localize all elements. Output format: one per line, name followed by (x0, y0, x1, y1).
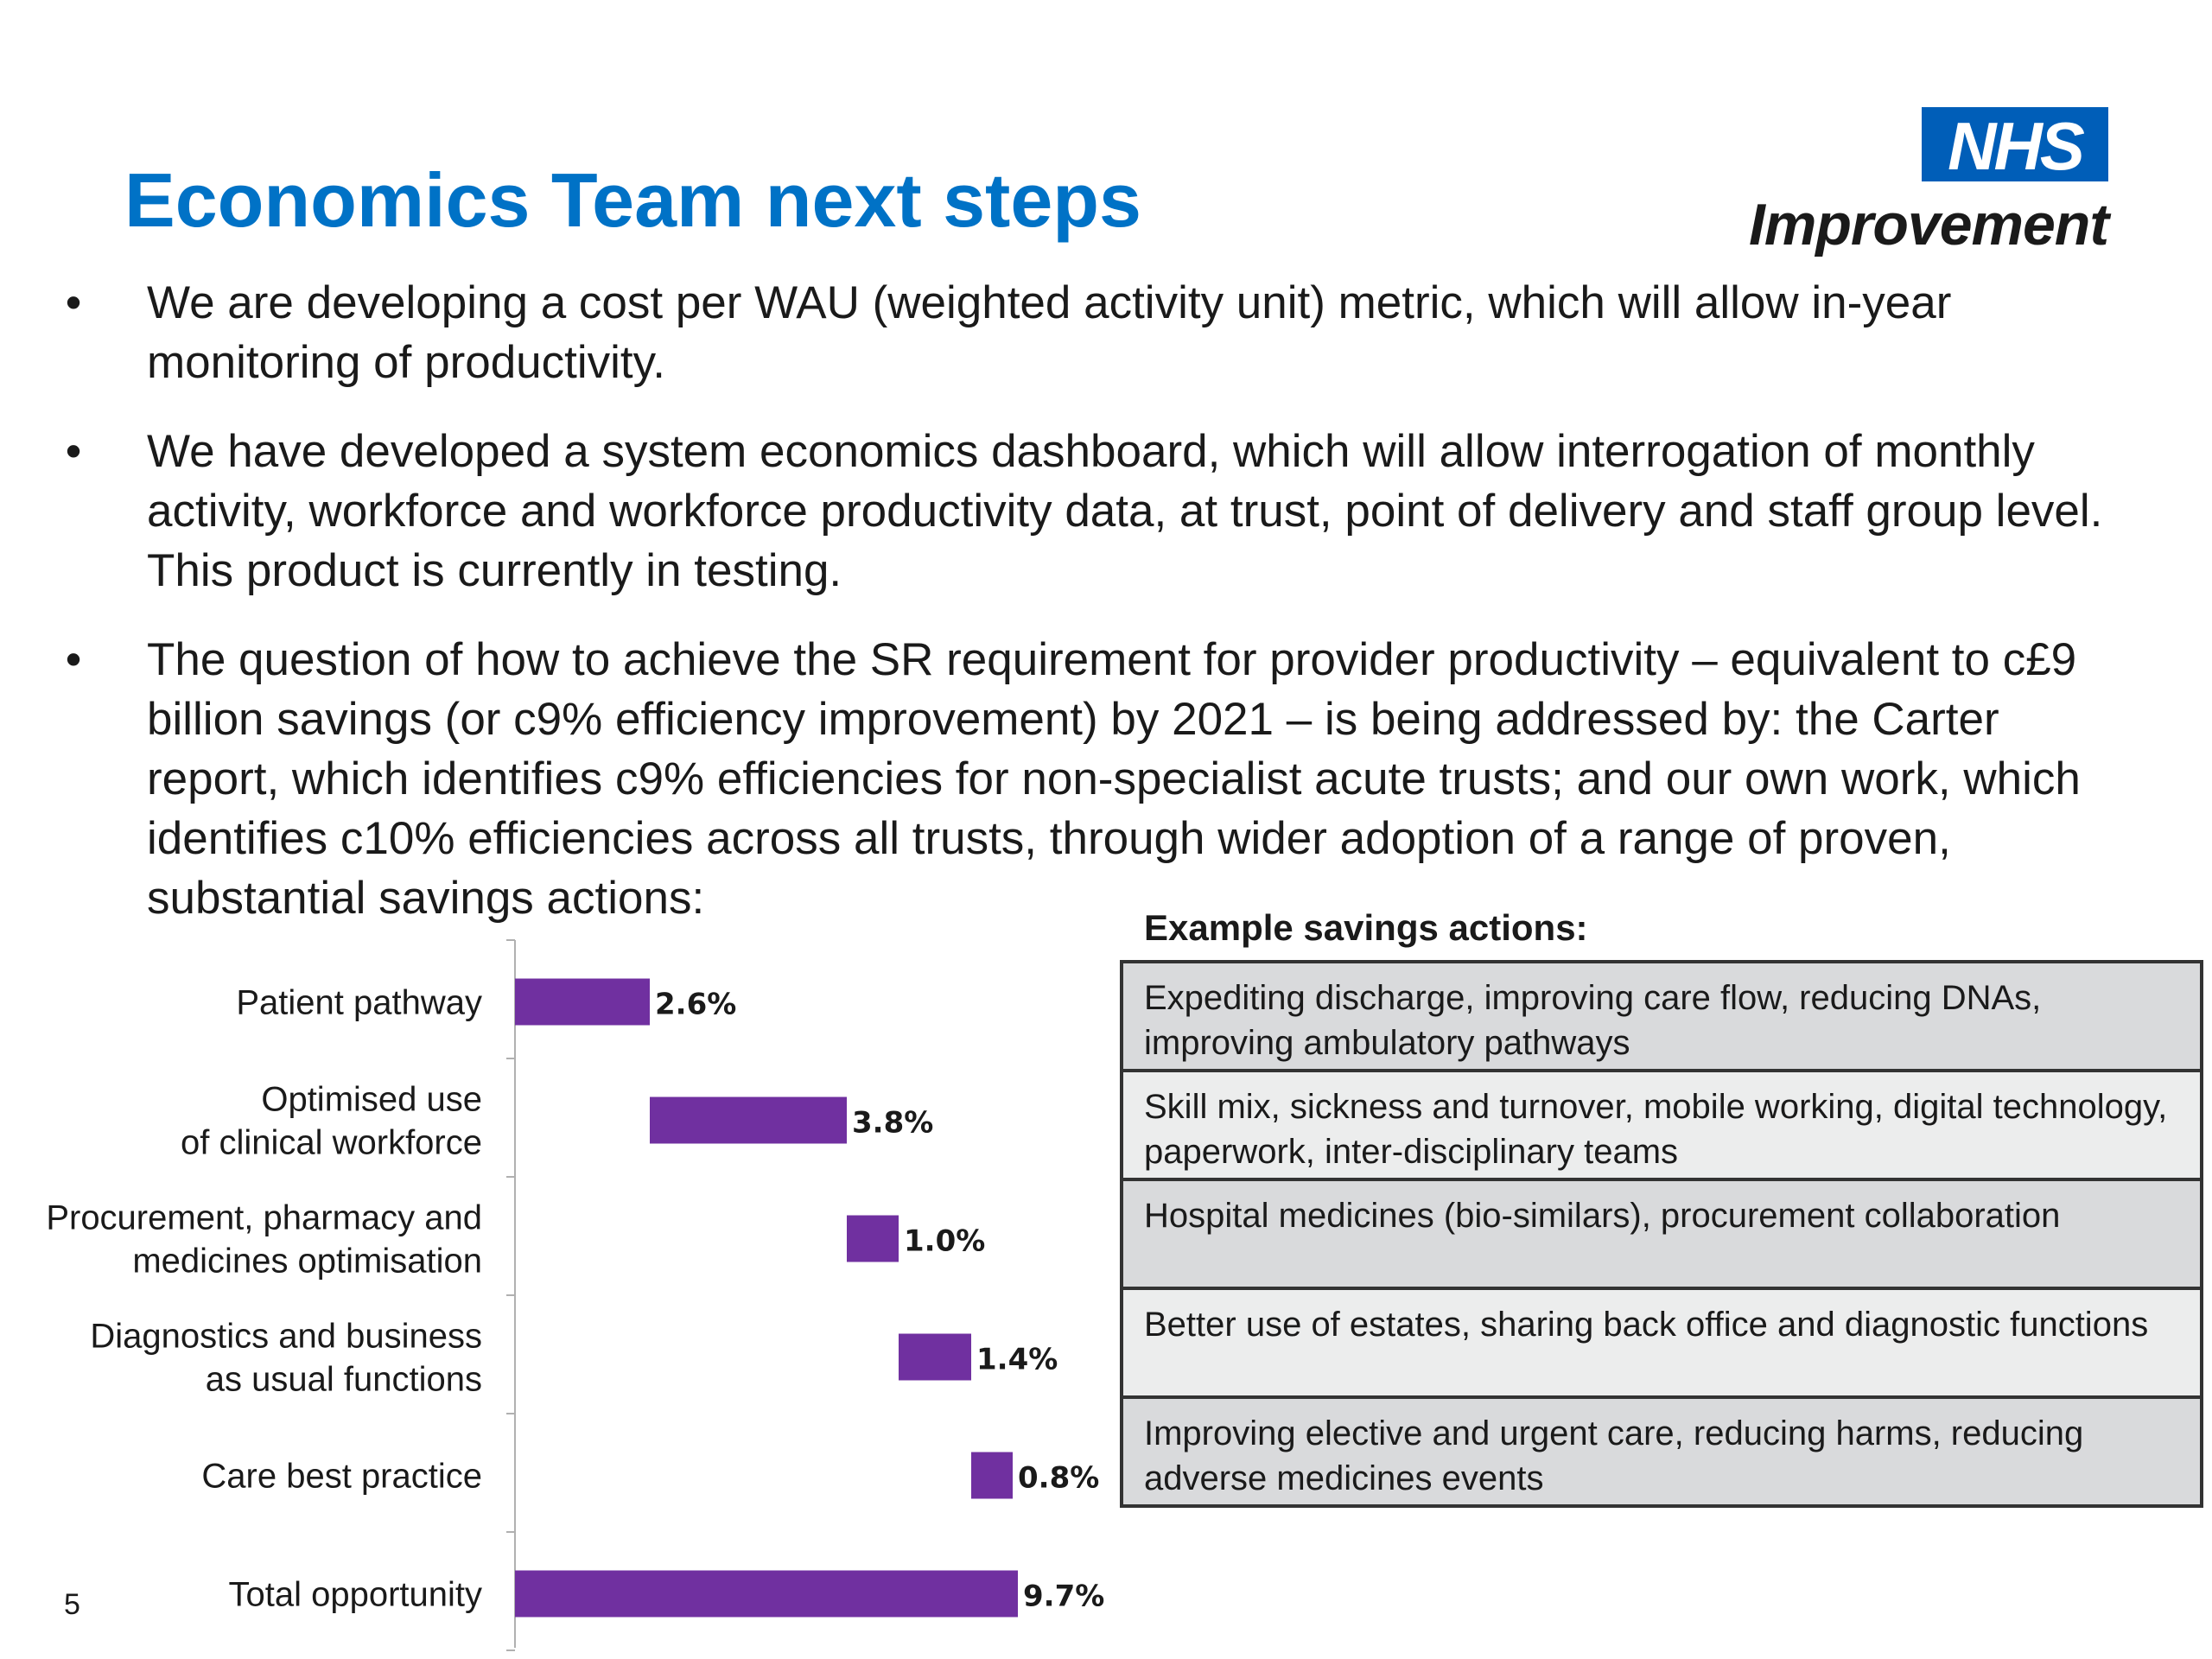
bar-diagnostics-and-business-as-usual-functions (899, 1333, 971, 1381)
category-label: of clinical workforce (181, 1124, 482, 1162)
bullet-list: • We are developing a cost per WAU (weig… (60, 273, 2117, 957)
bullet-dot: • (65, 277, 82, 328)
savings-row-patient-pathway: Expediting discharge, improving care flo… (1123, 963, 2200, 1072)
savings-table-title: Example savings actions: (1144, 907, 1588, 948)
bullet-dot: • (65, 634, 82, 685)
bar-value-label: 2.6% (655, 988, 736, 1022)
bar-total-opportunity (515, 1570, 1018, 1618)
page-number: 5 (64, 1588, 80, 1621)
bar-value-label: 1.4% (976, 1343, 1058, 1377)
savings-row-care-best-practice: Improving elective and urgent care, redu… (1123, 1399, 2200, 1508)
slide-title: Economics Team next steps (124, 157, 1141, 243)
category-label: Care best practice (201, 1458, 482, 1496)
category-label: medicines optimisation (132, 1243, 482, 1281)
savings-row-clinical-workforce: Skill mix, sickness and turnover, mobile… (1123, 1072, 2200, 1181)
savings-row-diagnostics: Better use of estates, sharing back offi… (1123, 1290, 2200, 1399)
improvement-logo-text: Improvement (1749, 192, 2109, 257)
bullet-item: • We have developed a system economics d… (60, 422, 2117, 601)
category-label: as usual functions (206, 1361, 482, 1399)
bar-value-label: 1.0% (904, 1224, 985, 1259)
category-label: Procurement, pharmacy and (46, 1199, 482, 1237)
bar-care-best-practice (971, 1452, 1013, 1499)
bar-value-label: 0.8% (1018, 1461, 1099, 1496)
bullet-text: We have developed a system economics das… (147, 426, 2103, 596)
category-label: Optimised use (261, 1081, 482, 1119)
category-label: Total opportunity (228, 1576, 482, 1614)
bullet-item: • The question of how to achieve the SR … (60, 630, 2117, 928)
savings-row-procurement: Hospital medicines (bio-similars), procu… (1123, 1181, 2200, 1290)
bar-value-label: 3.8% (852, 1106, 933, 1141)
nhs-logo-text: NHS (1948, 108, 2085, 184)
bullet-text: The question of how to achieve the SR re… (147, 634, 2081, 924)
savings-table: Expediting discharge, improving care flo… (1120, 960, 2203, 1508)
savings-waterfall-chart: 2.6% Patient pathway 3.8% Optimised use of c… (46, 939, 1104, 1651)
bar-optimised-use-of-clinical-workforce (650, 1096, 847, 1144)
bar-procurement-pharmacy-and-medicines-optimisation (847, 1215, 899, 1262)
bar-value-label: 9.7% (1023, 1580, 1104, 1614)
category-label: Patient pathway (236, 984, 482, 1022)
bullet-dot: • (65, 426, 82, 477)
category-label: Diagnostics and business (90, 1318, 482, 1356)
bullet-text: We are developing a cost per WAU (weight… (147, 277, 1952, 388)
nhs-logo-box: NHS (1922, 107, 2108, 181)
nhs-improvement-logo: NHS Improvement (1719, 107, 2109, 263)
bar-patient-pathway (515, 978, 650, 1026)
bullet-item: • We are developing a cost per WAU (weig… (60, 273, 2117, 392)
